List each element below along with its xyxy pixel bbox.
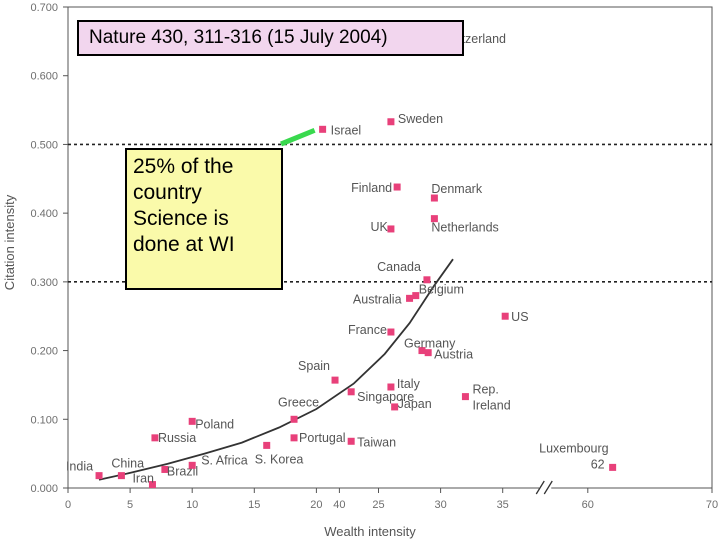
callout-connector	[280, 127, 316, 147]
point-label-israel: Israel	[331, 123, 362, 137]
point-singapore	[347, 388, 355, 396]
y-tick-label-4: 0.400	[30, 208, 58, 220]
x-tick-label-9: 60	[582, 499, 594, 511]
point-netherlands	[430, 215, 438, 223]
point-label-luxembourg-62-2: 62	[591, 457, 605, 471]
y-tick-label-6: 0.600	[30, 71, 58, 83]
point-s-africa	[188, 461, 196, 469]
point-france	[387, 328, 395, 336]
point-label-australia: Australia	[353, 292, 402, 306]
point-label-finland: Finland	[351, 181, 392, 195]
point-sweden	[387, 118, 395, 126]
y-tick-label-3: 0.300	[30, 277, 58, 289]
plot-frame	[67, 6, 713, 489]
x-tick-label-10: 70	[706, 499, 718, 511]
point-label-rep-ireland-2: Ireland	[472, 399, 510, 413]
y-tick-label-0: 0.000	[30, 483, 58, 495]
point-label-us: US	[511, 310, 528, 324]
point-poland	[188, 417, 196, 425]
x-tick-label-0: 0	[65, 499, 71, 511]
point-label-sweden: Sweden	[398, 112, 443, 126]
x-tick-label-7: 35	[497, 499, 509, 511]
point-label-india: India	[66, 460, 93, 474]
point-label-singapore: Singapore	[357, 390, 414, 404]
point-label-s-africa: S. Africa	[201, 453, 248, 467]
point-india	[95, 472, 103, 480]
point-spain	[331, 376, 339, 384]
point-luxembourg-62	[609, 463, 617, 471]
axis-break-mark-2	[543, 480, 553, 495]
point-austria	[424, 349, 432, 357]
point-australia	[406, 294, 414, 302]
point-label-canada: Canada	[377, 260, 421, 274]
point-label-luxembourg-62-1: Luxembourg	[539, 441, 609, 455]
point-label-china: China	[111, 457, 144, 471]
callout-line-3: Science is	[133, 207, 229, 230]
point-label-uk: UK	[371, 220, 389, 234]
point-label-austria: Austria	[434, 348, 473, 362]
point-brazil	[161, 465, 169, 473]
point-china	[117, 472, 125, 480]
x-tick-label-8: 40	[333, 499, 345, 511]
point-label-france: France	[348, 323, 387, 337]
callout-box: 25% of the country Science is done at WI	[125, 148, 283, 290]
point-uk	[387, 225, 395, 233]
y-axis-title: Citation intensity	[2, 194, 17, 290]
callout-line-4: done at WI	[133, 233, 235, 256]
point-iran	[148, 481, 156, 489]
y-tick-label-1: 0.100	[30, 414, 58, 426]
point-label-rep-ireland-1: Rep.	[472, 383, 498, 397]
point-label-germany: Germany	[404, 337, 456, 351]
point-label-iran: Iran	[132, 472, 154, 486]
point-label-greece: Greece	[278, 395, 319, 409]
callout-line-1: 25% of the	[133, 155, 234, 178]
point-italy	[387, 383, 395, 391]
point-us	[501, 312, 509, 320]
point-label-japan: Japan	[398, 397, 432, 411]
x-tick-label-2: 10	[186, 499, 198, 511]
point-label-spain: Spain	[298, 359, 330, 373]
y-tick-label-5: 0.500	[30, 139, 58, 151]
x-tick-label-6: 30	[434, 499, 446, 511]
x-axis-title: Wealth intensity	[324, 524, 416, 539]
point-portugal	[290, 434, 298, 442]
point-label-netherlands: Netherlands	[431, 221, 498, 235]
point-label-poland: Poland	[195, 417, 234, 431]
point-label-denmark: Denmark	[431, 182, 482, 196]
citation-text: Nature 430, 311-316 (15 July 2004)	[89, 27, 388, 48]
point-s-korea	[263, 441, 271, 449]
point-rep-ireland	[461, 393, 469, 401]
point-finland	[393, 183, 401, 191]
x-tick-label-3: 15	[248, 499, 260, 511]
point-label-taiwan: Taiwan	[357, 435, 396, 449]
point-label-s-korea: S. Korea	[255, 452, 304, 466]
point-israel	[319, 125, 327, 133]
point-japan	[391, 403, 399, 411]
point-label-belgium: Belgium	[419, 283, 464, 297]
point-canada	[423, 276, 431, 284]
point-label-russia: Russia	[158, 431, 196, 445]
y-tick-label-2: 0.200	[30, 346, 58, 358]
point-greece	[290, 415, 298, 423]
point-label-portugal: Portugal	[299, 431, 346, 445]
x-tick-label-1: 5	[127, 499, 133, 511]
citation-box: Nature 430, 311-316 (15 July 2004)	[77, 20, 464, 56]
trend-curve	[98, 258, 454, 481]
point-taiwan	[347, 437, 355, 445]
x-tick-label-4: 20	[310, 499, 322, 511]
point-germany	[418, 347, 426, 355]
y-tick-label-7: 0.700	[30, 2, 58, 14]
point-label-italy: Italy	[397, 377, 421, 391]
callout-line-2: country	[133, 181, 202, 204]
point-belgium	[412, 292, 420, 300]
axis-break-mark-1	[535, 480, 545, 495]
point-russia	[151, 434, 159, 442]
point-denmark	[430, 194, 438, 202]
x-tick-label-5: 25	[372, 499, 384, 511]
